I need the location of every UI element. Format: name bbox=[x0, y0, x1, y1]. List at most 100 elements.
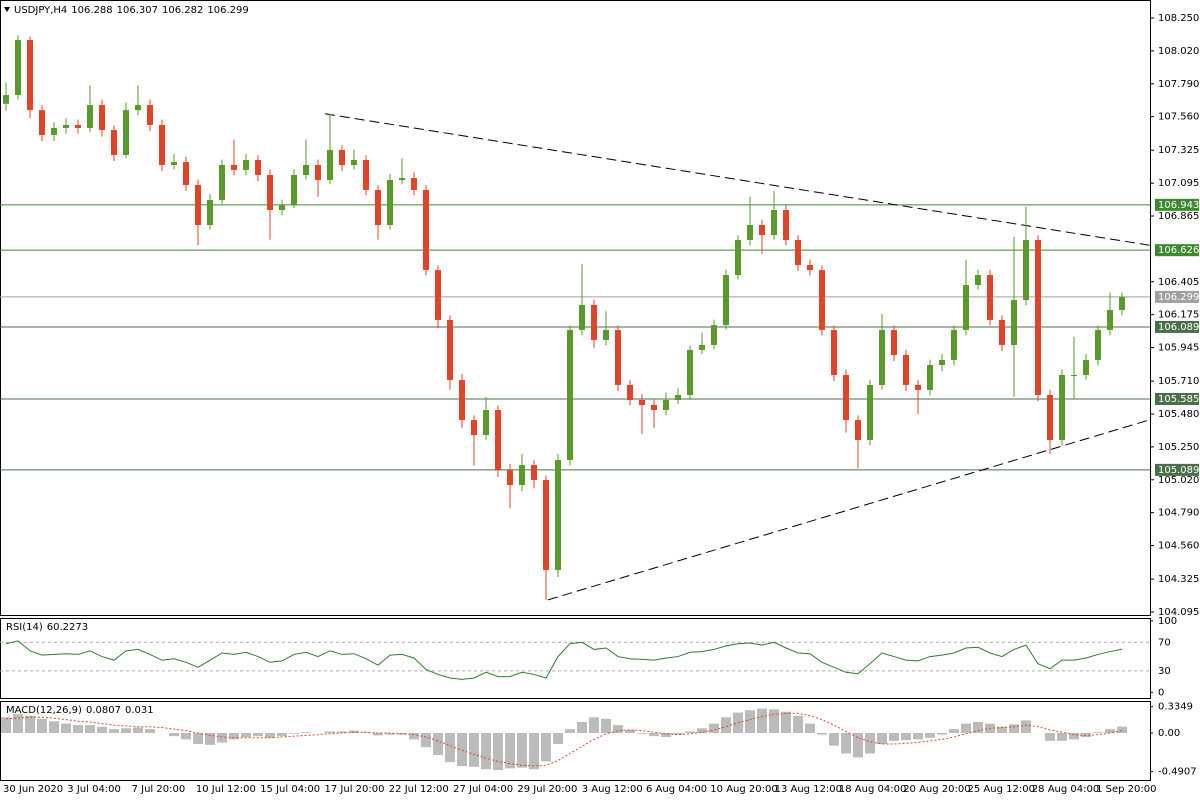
candle-body bbox=[159, 124, 165, 165]
candle-body bbox=[651, 404, 657, 410]
ohlc-value: 106.282 bbox=[162, 5, 203, 16]
level-value: 105.585 bbox=[1158, 394, 1199, 405]
x-tick-label: 6 Aug 04:00 bbox=[646, 784, 707, 795]
candle-body bbox=[855, 420, 861, 441]
rsi-text: RSI(14) bbox=[6, 622, 43, 633]
level-label: 106.089 bbox=[1155, 320, 1199, 333]
y-tick-label: 105.020 bbox=[1158, 475, 1199, 486]
level-box bbox=[1155, 290, 1199, 303]
candle-body bbox=[819, 270, 825, 330]
candle-body bbox=[867, 384, 873, 441]
candle-body bbox=[831, 329, 837, 375]
candle-body bbox=[675, 394, 681, 400]
ohlc-value: 106.288 bbox=[71, 5, 112, 16]
x-tick-label: 27 Jul 04:00 bbox=[453, 784, 513, 795]
candle-body bbox=[435, 270, 441, 320]
x-tick-label: 17 Jul 20:00 bbox=[325, 784, 385, 795]
candle-body bbox=[1107, 309, 1113, 330]
header: USDJPY,H4 106.288 106.307 106.282 106.299 bbox=[14, 5, 249, 16]
candle-body bbox=[15, 40, 21, 96]
candle-body bbox=[51, 127, 57, 135]
rsi-text: 60.2273 bbox=[47, 622, 88, 633]
candle-body bbox=[735, 240, 741, 276]
candle-body bbox=[1023, 240, 1029, 301]
level-label: 105.089 bbox=[1155, 463, 1199, 476]
candle-body bbox=[531, 465, 537, 481]
candle-body bbox=[111, 129, 117, 155]
level-value: 106.626 bbox=[1158, 245, 1199, 256]
candle-body bbox=[615, 329, 621, 385]
candle-body bbox=[807, 265, 813, 271]
candle-body bbox=[315, 164, 321, 180]
candle-body bbox=[171, 161, 177, 165]
level-label: 105.585 bbox=[1155, 392, 1199, 405]
symbol: USDJPY,H4 bbox=[14, 5, 67, 16]
level-box bbox=[1155, 244, 1199, 257]
y-tick-label: 106.865 bbox=[1158, 211, 1199, 222]
candle-body bbox=[699, 344, 705, 350]
candle-body bbox=[1011, 300, 1017, 345]
candle-body bbox=[507, 470, 513, 486]
candle-body bbox=[603, 329, 609, 340]
candle-body bbox=[147, 105, 153, 125]
candle-body bbox=[399, 177, 405, 180]
candle-body bbox=[1059, 374, 1065, 441]
x-tick-label: 3 Jul 04:00 bbox=[67, 784, 121, 795]
ohlc-value: 106.307 bbox=[117, 5, 158, 16]
candle-body bbox=[555, 460, 561, 570]
candle-body bbox=[75, 124, 81, 128]
y-tick-label: 108.250 bbox=[1158, 13, 1199, 24]
candle-body bbox=[903, 354, 909, 385]
candle-body bbox=[951, 329, 957, 360]
candle-body bbox=[639, 399, 645, 405]
level-value: 106.943 bbox=[1158, 200, 1199, 211]
header-arrow bbox=[4, 7, 10, 12]
candle-body bbox=[363, 159, 369, 190]
y-tick-label: 104.560 bbox=[1158, 541, 1199, 552]
candle-body bbox=[387, 179, 393, 226]
candle-body bbox=[1035, 240, 1041, 395]
candle-body bbox=[519, 465, 525, 486]
macd-label: MACD(12,26,9) 0.0807 0.031 bbox=[6, 705, 154, 716]
level-label: 106.626 bbox=[1155, 244, 1199, 257]
level-box bbox=[1155, 392, 1199, 405]
candle-body bbox=[963, 285, 969, 330]
candle-body bbox=[183, 161, 189, 185]
candle-body bbox=[123, 110, 129, 155]
candle-body bbox=[351, 159, 357, 165]
y-tick-label: 105.710 bbox=[1158, 376, 1199, 387]
y-tick-label: 106.405 bbox=[1158, 277, 1199, 288]
y-tick-label: 106.175 bbox=[1158, 310, 1199, 321]
macd-panel bbox=[0, 701, 1151, 781]
x-tick-label: 10 Aug 20:00 bbox=[710, 784, 777, 795]
candle-body bbox=[303, 164, 309, 175]
candle-body bbox=[1119, 296, 1125, 310]
candle-body bbox=[1083, 359, 1089, 375]
candle-body bbox=[219, 164, 225, 200]
candle-body bbox=[327, 149, 333, 180]
macd-text: 0.031 bbox=[125, 705, 154, 716]
candle-body bbox=[495, 410, 501, 471]
candle-body bbox=[447, 319, 453, 380]
rsi-tick-label: 0 bbox=[1158, 687, 1164, 698]
candle-body bbox=[459, 379, 465, 421]
x-tick-label: 3 Aug 12:00 bbox=[582, 784, 643, 795]
candle-body bbox=[927, 364, 933, 390]
candle-body bbox=[27, 40, 33, 111]
y-tick-label: 108.020 bbox=[1158, 46, 1199, 57]
candle-body bbox=[339, 149, 345, 165]
candle-body bbox=[1047, 394, 1053, 441]
candle-body bbox=[99, 105, 105, 130]
candle-body bbox=[567, 329, 573, 461]
candle-body bbox=[87, 105, 93, 128]
x-tick-label: 30 Jun 2020 bbox=[3, 784, 63, 795]
candle-body bbox=[891, 329, 897, 355]
level-value: 106.089 bbox=[1158, 322, 1199, 333]
y-tick-label: 104.095 bbox=[1158, 607, 1199, 618]
y-tick-label: 107.325 bbox=[1158, 145, 1199, 156]
candle-body bbox=[999, 319, 1005, 345]
x-tick-label: 10 Jul 12:00 bbox=[196, 784, 256, 795]
y-tick-label: 107.790 bbox=[1158, 79, 1199, 90]
candle-body bbox=[483, 410, 489, 436]
candle-body bbox=[975, 275, 981, 286]
